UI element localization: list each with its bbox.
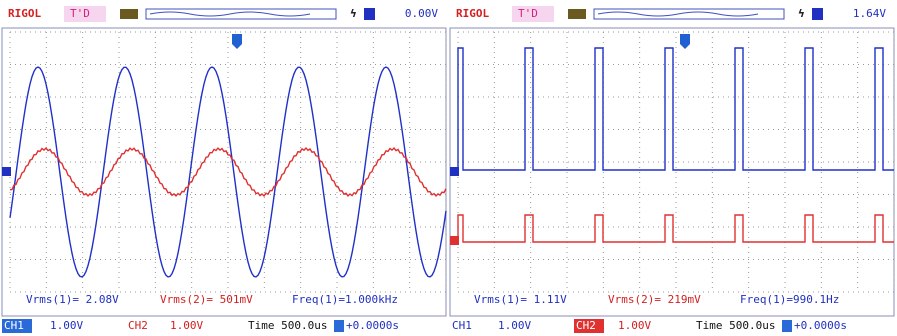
offset: +0.0000s	[794, 319, 847, 332]
timebase: Time 500.0us	[696, 319, 775, 332]
ch2-label: CH2	[128, 319, 148, 332]
trigger-icon: ϟ	[798, 7, 805, 20]
mode: T'D	[518, 7, 538, 20]
ch1-scale: 1.00V	[50, 319, 83, 332]
measurement: Freq(1)=990.1Hz	[740, 293, 839, 306]
brand: RIGOL	[456, 7, 489, 20]
trigger-level: 0.00V	[405, 7, 438, 20]
ch1-marker	[2, 167, 11, 176]
offset: +0.0000s	[346, 319, 399, 332]
timebase: Time 500.0us	[248, 319, 327, 332]
offset-icon	[782, 320, 792, 332]
screen-frame	[2, 28, 446, 316]
source-icon	[364, 8, 375, 20]
trigger-icon: ϟ	[350, 7, 357, 20]
ch2-scale: 1.00V	[170, 319, 203, 332]
measurement: Vrms(1)= 2.08V	[26, 293, 119, 306]
ch1-label: CH1	[452, 319, 472, 332]
oscilloscope-screens: RIGOL T'D ϟ 0.00V Vrms(1)= 2.08V Vrms(2)= 501…	[0, 0, 897, 336]
ch2-scale: 1.00V	[618, 319, 651, 332]
brand: RIGOL	[8, 7, 41, 20]
battery-icon	[120, 9, 138, 19]
ch1-scale: 1.00V	[498, 319, 531, 332]
memory-wave	[150, 12, 310, 16]
memory-wave	[598, 12, 758, 16]
measurement: Vrms(2)= 501mV	[160, 293, 253, 306]
source-icon	[812, 8, 823, 20]
measurement: Freq(1)=1.000kHz	[292, 293, 398, 306]
measurement: Vrms(1)= 1.11V	[474, 293, 567, 306]
screen-frame	[450, 28, 894, 316]
offset-icon	[334, 320, 344, 332]
trigger-level: 1.64V	[853, 7, 886, 20]
ch1-label: CH1	[4, 319, 24, 332]
ch2-label: CH2	[576, 319, 596, 332]
battery-icon	[568, 9, 586, 19]
mode: T'D	[70, 7, 90, 20]
measurement: Vrms(2)= 219mV	[608, 293, 701, 306]
